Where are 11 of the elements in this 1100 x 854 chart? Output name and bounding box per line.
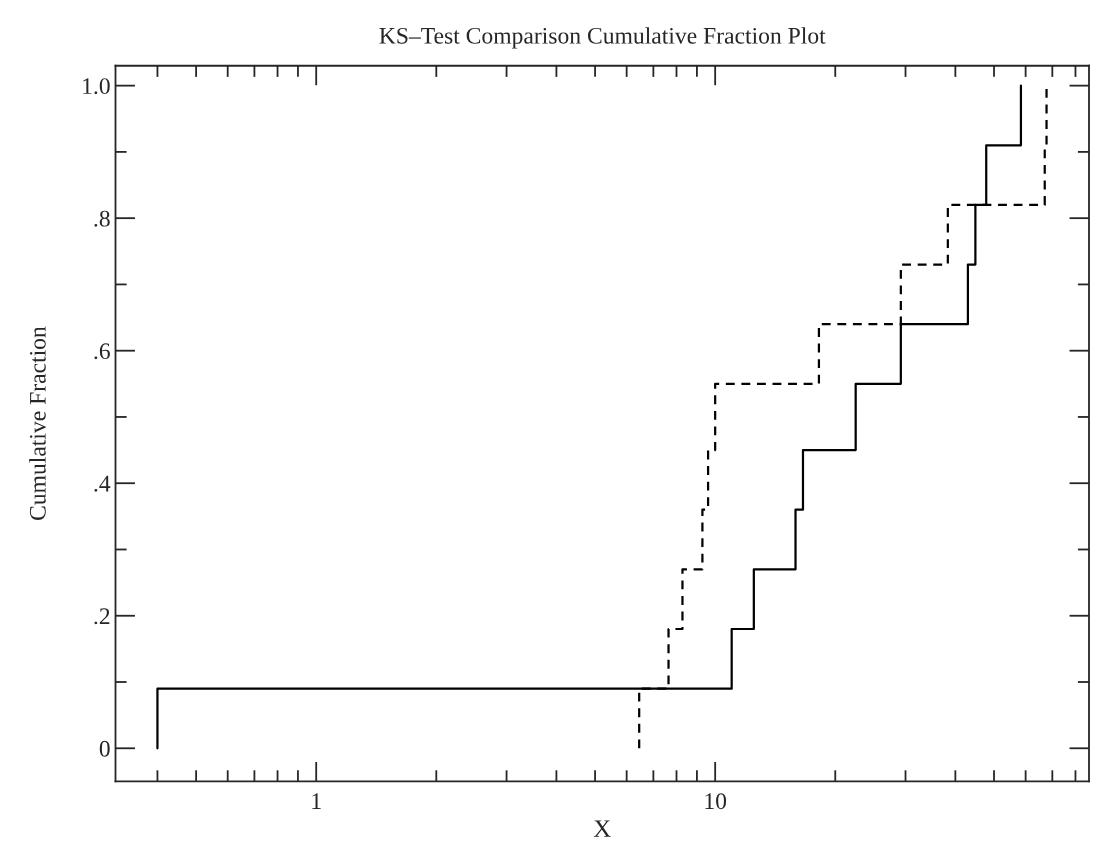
- x-tick-label: 10: [705, 793, 727, 810]
- y-tick-label: .8: [94, 210, 110, 227]
- y-tick-label: .4: [94, 475, 111, 492]
- x-axis-title: X: [593, 820, 611, 837]
- y-tick-label: .2: [94, 608, 110, 625]
- y-tick-label: 0: [99, 740, 110, 757]
- chart-title: KS–Test Comparison Cumulative Fraction Plot: [379, 27, 826, 49]
- y-axis-title: Cumulative Fraction: [29, 326, 46, 520]
- x-tick-label: 1: [312, 793, 321, 809]
- y-tick-label: .6: [94, 343, 110, 360]
- y-tick-label: 1.0: [83, 78, 110, 95]
